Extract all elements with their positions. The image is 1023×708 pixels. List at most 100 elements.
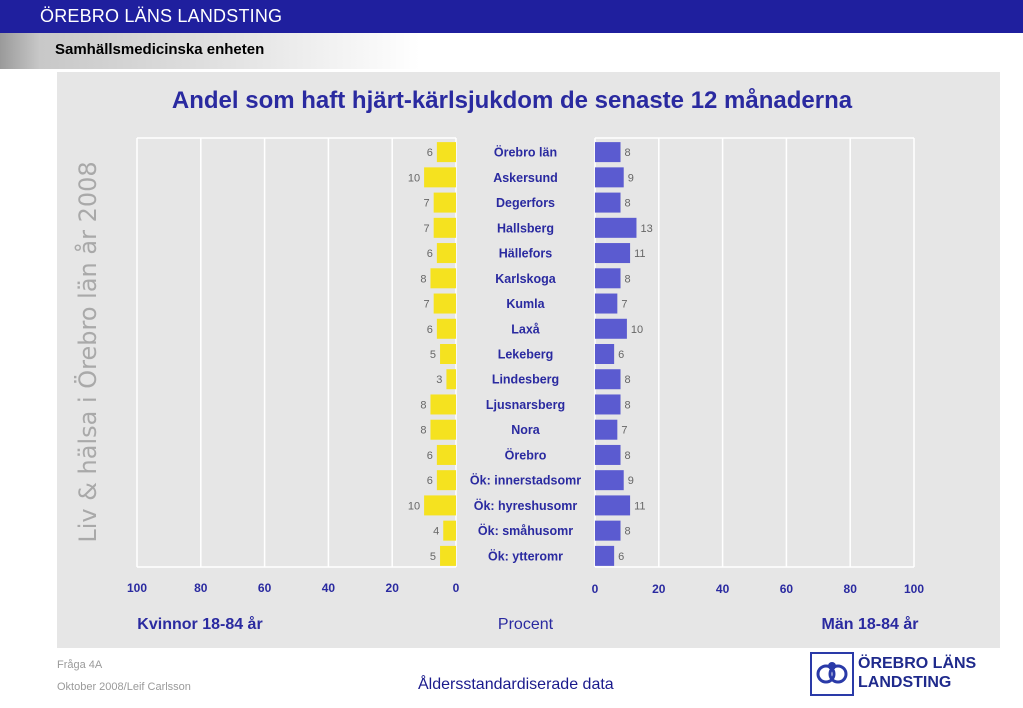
left-tick-label: 60 (258, 581, 272, 595)
category-label: Hallsberg (497, 221, 554, 235)
women-bar (436, 318, 456, 339)
women-bar (443, 520, 456, 541)
men-bar (595, 520, 621, 541)
women-bar (436, 444, 456, 465)
women-bar (433, 192, 456, 213)
category-label: Degerfors (496, 196, 555, 210)
footer-author-date: Oktober 2008/Leif Carlsson (57, 681, 191, 693)
category-label: Ök: småhusomr (478, 523, 573, 538)
women-data-label: 3 (436, 374, 442, 386)
women-bar (424, 495, 456, 516)
category-label: Ljusnarsberg (486, 398, 565, 412)
men-bar (595, 268, 621, 289)
x-axis-label: Procent (498, 616, 554, 633)
category-label: Lindesberg (492, 373, 559, 387)
men-bar (595, 444, 621, 465)
women-data-label: 6 (427, 324, 433, 336)
women-data-label: 8 (420, 273, 426, 285)
women-data-label: 6 (427, 475, 433, 487)
women-data-label: 10 (408, 172, 420, 184)
men-bar (595, 167, 624, 188)
men-data-label: 6 (618, 551, 624, 563)
women-data-label: 8 (420, 399, 426, 411)
women-data-label: 7 (424, 198, 430, 210)
logo-line2: LANDSTING (858, 674, 952, 691)
left-tick-label: 20 (386, 581, 400, 595)
category-label: Askersund (493, 171, 558, 185)
right-tick-label: 20 (652, 582, 666, 596)
men-bar (595, 344, 615, 364)
men-data-label: 8 (625, 273, 631, 285)
women-bar (446, 369, 456, 390)
men-bar (595, 243, 631, 264)
right-plot-area (595, 138, 914, 567)
men-data-label: 11 (634, 248, 645, 260)
men-data-label: 8 (625, 526, 631, 538)
men-data-label: 7 (621, 299, 627, 311)
women-bar (433, 293, 456, 314)
men-bar (595, 369, 621, 390)
category-label: Kumla (506, 297, 545, 311)
women-bar (430, 394, 456, 415)
organization-name: ÖREBRO LÄNS LANDSTING (40, 6, 283, 26)
category-label: Örebro (505, 447, 547, 462)
women-bar (436, 470, 456, 491)
category-label: Lekeberg (498, 348, 554, 362)
men-bar (595, 470, 624, 491)
men-data-label: 8 (625, 374, 631, 386)
women-bar (433, 217, 456, 238)
women-data-label: 7 (424, 223, 430, 235)
men-bar (595, 192, 621, 213)
women-data-label: 6 (427, 248, 433, 260)
women-data-label: 5 (430, 551, 436, 563)
men-bar (595, 318, 627, 339)
men-data-label: 9 (628, 475, 634, 487)
category-label: Laxå (511, 322, 540, 336)
men-bar (595, 545, 615, 566)
women-data-label: 6 (427, 450, 433, 462)
left-tick-label: 40 (322, 581, 336, 595)
men-data-label: 8 (625, 147, 631, 159)
men-bar (595, 495, 631, 516)
right-tick-label: 60 (780, 582, 794, 596)
right-tick-label: 80 (844, 582, 858, 596)
right-tick-label: 100 (904, 582, 924, 596)
women-bar (430, 419, 456, 440)
men-data-label: 7 (621, 425, 627, 437)
women-data-label: 7 (424, 299, 430, 311)
women-bar (440, 545, 456, 566)
category-label: Ök: ytteromr (488, 548, 563, 563)
right-tick-label: 0 (592, 582, 599, 596)
women-bar (424, 167, 456, 188)
landsting-emblem-icon (810, 652, 854, 696)
header-bar: ÖREBRO LÄNS LANDSTING (0, 0, 1023, 33)
men-data-label: 9 (628, 172, 634, 184)
left-tick-label: 0 (453, 581, 460, 595)
unit-name: Samhällsmedicinska enheten (55, 41, 265, 58)
left-tick-label: 80 (194, 581, 208, 595)
men-data-label: 10 (631, 324, 643, 336)
men-data-label: 13 (640, 223, 652, 235)
left-tick-label: 100 (127, 581, 147, 595)
category-label: Nora (511, 423, 541, 437)
men-series-label: Män 18-84 år (822, 615, 919, 633)
men-data-label: 6 (618, 349, 624, 361)
category-label: Ök: innerstadsomr (470, 473, 581, 488)
category-label: Karlskoga (495, 272, 556, 286)
men-bar (595, 419, 618, 440)
footer-note: Åldersstandardiserade data (418, 676, 614, 693)
category-label: Örebro län (494, 145, 557, 160)
men-data-label: 11 (634, 500, 645, 512)
women-bar (436, 243, 456, 264)
men-bar (595, 293, 618, 314)
subheader-bar: Samhällsmedicinska enheten (0, 33, 1023, 69)
men-bar (595, 394, 621, 415)
women-data-label: 5 (430, 349, 436, 361)
women-data-label: 4 (433, 526, 439, 538)
women-bar (440, 344, 456, 364)
chart-title: Andel som haft hjärt-kärlsjukdom de sena… (172, 87, 853, 114)
category-label: Ök: hyreshusomr (474, 498, 578, 513)
men-bar (595, 142, 621, 163)
women-bar (430, 268, 456, 289)
